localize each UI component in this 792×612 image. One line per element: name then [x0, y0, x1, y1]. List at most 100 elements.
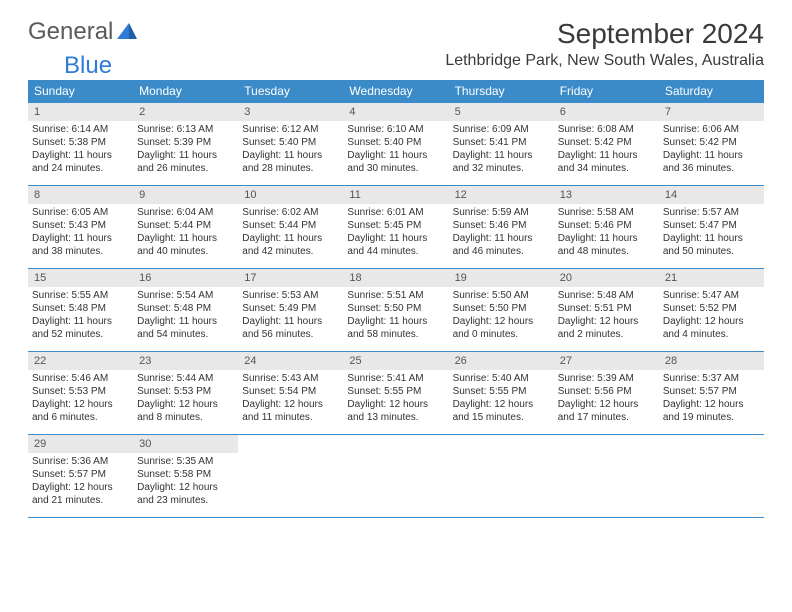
day-number: 16 — [133, 269, 238, 287]
day-details: Sunrise: 6:06 AMSunset: 5:42 PMDaylight:… — [659, 121, 764, 179]
daylight-text: Daylight: 11 hours and 28 minutes. — [242, 149, 339, 175]
day-number: 1 — [28, 103, 133, 121]
day-details: Sunrise: 6:13 AMSunset: 5:39 PMDaylight:… — [133, 121, 238, 179]
calendar-week-row: 29Sunrise: 5:36 AMSunset: 5:57 PMDayligh… — [28, 434, 764, 518]
day-number: 20 — [554, 269, 659, 287]
daylight-text: Daylight: 12 hours and 4 minutes. — [663, 315, 760, 341]
day-details: Sunrise: 5:50 AMSunset: 5:50 PMDaylight:… — [449, 287, 554, 345]
logo-text-2: Blue — [64, 52, 112, 80]
calendar-day-cell: 8Sunrise: 6:05 AMSunset: 5:43 PMDaylight… — [28, 186, 133, 268]
day-number: 24 — [238, 352, 343, 370]
day-number: 18 — [343, 269, 448, 287]
daylight-text: Daylight: 12 hours and 23 minutes. — [137, 481, 234, 507]
daylight-text: Daylight: 11 hours and 46 minutes. — [453, 232, 550, 258]
logo-triangle-icon — [117, 18, 137, 46]
daylight-text: Daylight: 11 hours and 32 minutes. — [453, 149, 550, 175]
daylight-text: Daylight: 11 hours and 34 minutes. — [558, 149, 655, 175]
calendar-week-row: 1Sunrise: 6:14 AMSunset: 5:38 PMDaylight… — [28, 102, 764, 185]
sunrise-text: Sunrise: 5:37 AM — [663, 372, 760, 385]
day-number: 15 — [28, 269, 133, 287]
sunset-text: Sunset: 5:40 PM — [242, 136, 339, 149]
day-number: 21 — [659, 269, 764, 287]
sunset-text: Sunset: 5:47 PM — [663, 219, 760, 232]
daylight-text: Daylight: 11 hours and 48 minutes. — [558, 232, 655, 258]
calendar-week-row: 22Sunrise: 5:46 AMSunset: 5:53 PMDayligh… — [28, 351, 764, 434]
calendar-week-row: 15Sunrise: 5:55 AMSunset: 5:48 PMDayligh… — [28, 268, 764, 351]
daylight-text: Daylight: 11 hours and 44 minutes. — [347, 232, 444, 258]
page-title: September 2024 — [557, 18, 764, 50]
day-number: 6 — [554, 103, 659, 121]
day-details: Sunrise: 5:48 AMSunset: 5:51 PMDaylight:… — [554, 287, 659, 345]
sunrise-text: Sunrise: 5:57 AM — [663, 206, 760, 219]
daylight-text: Daylight: 11 hours and 56 minutes. — [242, 315, 339, 341]
calendar-day-cell — [659, 435, 764, 517]
sunrise-text: Sunrise: 5:58 AM — [558, 206, 655, 219]
daylight-text: Daylight: 12 hours and 21 minutes. — [32, 481, 129, 507]
calendar-day-cell: 1Sunrise: 6:14 AMSunset: 5:38 PMDaylight… — [28, 103, 133, 185]
calendar-day-cell: 10Sunrise: 6:02 AMSunset: 5:44 PMDayligh… — [238, 186, 343, 268]
day-details: Sunrise: 6:14 AMSunset: 5:38 PMDaylight:… — [28, 121, 133, 179]
sunrise-text: Sunrise: 6:14 AM — [32, 123, 129, 136]
sunrise-text: Sunrise: 5:55 AM — [32, 289, 129, 302]
daylight-text: Daylight: 11 hours and 26 minutes. — [137, 149, 234, 175]
day-details: Sunrise: 6:09 AMSunset: 5:41 PMDaylight:… — [449, 121, 554, 179]
day-number: 17 — [238, 269, 343, 287]
sunrise-text: Sunrise: 5:41 AM — [347, 372, 444, 385]
sunset-text: Sunset: 5:55 PM — [347, 385, 444, 398]
sunrise-text: Sunrise: 6:13 AM — [137, 123, 234, 136]
sunrise-text: Sunrise: 6:05 AM — [32, 206, 129, 219]
calendar-day-cell: 25Sunrise: 5:41 AMSunset: 5:55 PMDayligh… — [343, 352, 448, 434]
sunset-text: Sunset: 5:43 PM — [32, 219, 129, 232]
calendar-day-cell: 29Sunrise: 5:36 AMSunset: 5:57 PMDayligh… — [28, 435, 133, 517]
day-details: Sunrise: 5:36 AMSunset: 5:57 PMDaylight:… — [28, 453, 133, 511]
calendar-day-cell: 7Sunrise: 6:06 AMSunset: 5:42 PMDaylight… — [659, 103, 764, 185]
calendar-day-cell: 13Sunrise: 5:58 AMSunset: 5:46 PMDayligh… — [554, 186, 659, 268]
day-number: 3 — [238, 103, 343, 121]
sunrise-text: Sunrise: 6:12 AM — [242, 123, 339, 136]
sunset-text: Sunset: 5:57 PM — [663, 385, 760, 398]
weekday-header-cell: Saturday — [659, 80, 764, 102]
day-number: 9 — [133, 186, 238, 204]
sunset-text: Sunset: 5:53 PM — [32, 385, 129, 398]
calendar-day-cell: 20Sunrise: 5:48 AMSunset: 5:51 PMDayligh… — [554, 269, 659, 351]
calendar-day-cell: 2Sunrise: 6:13 AMSunset: 5:39 PMDaylight… — [133, 103, 238, 185]
calendar-grid: SundayMondayTuesdayWednesdayThursdayFrid… — [28, 80, 764, 518]
day-number: 10 — [238, 186, 343, 204]
sunrise-text: Sunrise: 6:08 AM — [558, 123, 655, 136]
weekday-header-row: SundayMondayTuesdayWednesdayThursdayFrid… — [28, 80, 764, 102]
daylight-text: Daylight: 12 hours and 19 minutes. — [663, 398, 760, 424]
day-details: Sunrise: 5:51 AMSunset: 5:50 PMDaylight:… — [343, 287, 448, 345]
day-details: Sunrise: 5:55 AMSunset: 5:48 PMDaylight:… — [28, 287, 133, 345]
calendar-day-cell: 17Sunrise: 5:53 AMSunset: 5:49 PMDayligh… — [238, 269, 343, 351]
calendar-day-cell: 11Sunrise: 6:01 AMSunset: 5:45 PMDayligh… — [343, 186, 448, 268]
calendar-day-cell: 27Sunrise: 5:39 AMSunset: 5:56 PMDayligh… — [554, 352, 659, 434]
sunrise-text: Sunrise: 6:09 AM — [453, 123, 550, 136]
sunrise-text: Sunrise: 5:43 AM — [242, 372, 339, 385]
calendar-day-cell — [343, 435, 448, 517]
day-details: Sunrise: 6:05 AMSunset: 5:43 PMDaylight:… — [28, 204, 133, 262]
daylight-text: Daylight: 12 hours and 8 minutes. — [137, 398, 234, 424]
calendar-day-cell: 23Sunrise: 5:44 AMSunset: 5:53 PMDayligh… — [133, 352, 238, 434]
day-details: Sunrise: 5:58 AMSunset: 5:46 PMDaylight:… — [554, 204, 659, 262]
day-details: Sunrise: 5:53 AMSunset: 5:49 PMDaylight:… — [238, 287, 343, 345]
calendar-day-cell: 24Sunrise: 5:43 AMSunset: 5:54 PMDayligh… — [238, 352, 343, 434]
daylight-text: Daylight: 11 hours and 30 minutes. — [347, 149, 444, 175]
logo-text-1: General — [28, 18, 113, 46]
calendar-day-cell: 12Sunrise: 5:59 AMSunset: 5:46 PMDayligh… — [449, 186, 554, 268]
sunset-text: Sunset: 5:41 PM — [453, 136, 550, 149]
day-number: 30 — [133, 435, 238, 453]
sunrise-text: Sunrise: 5:50 AM — [453, 289, 550, 302]
calendar-day-cell: 6Sunrise: 6:08 AMSunset: 5:42 PMDaylight… — [554, 103, 659, 185]
day-details: Sunrise: 5:35 AMSunset: 5:58 PMDaylight:… — [133, 453, 238, 511]
day-details: Sunrise: 5:44 AMSunset: 5:53 PMDaylight:… — [133, 370, 238, 428]
day-number: 29 — [28, 435, 133, 453]
sunset-text: Sunset: 5:54 PM — [242, 385, 339, 398]
daylight-text: Daylight: 11 hours and 50 minutes. — [663, 232, 760, 258]
sunset-text: Sunset: 5:52 PM — [663, 302, 760, 315]
calendar-day-cell: 16Sunrise: 5:54 AMSunset: 5:48 PMDayligh… — [133, 269, 238, 351]
sunrise-text: Sunrise: 5:35 AM — [137, 455, 234, 468]
calendar-day-cell: 26Sunrise: 5:40 AMSunset: 5:55 PMDayligh… — [449, 352, 554, 434]
calendar-day-cell: 15Sunrise: 5:55 AMSunset: 5:48 PMDayligh… — [28, 269, 133, 351]
day-number: 7 — [659, 103, 764, 121]
sunset-text: Sunset: 5:44 PM — [137, 219, 234, 232]
